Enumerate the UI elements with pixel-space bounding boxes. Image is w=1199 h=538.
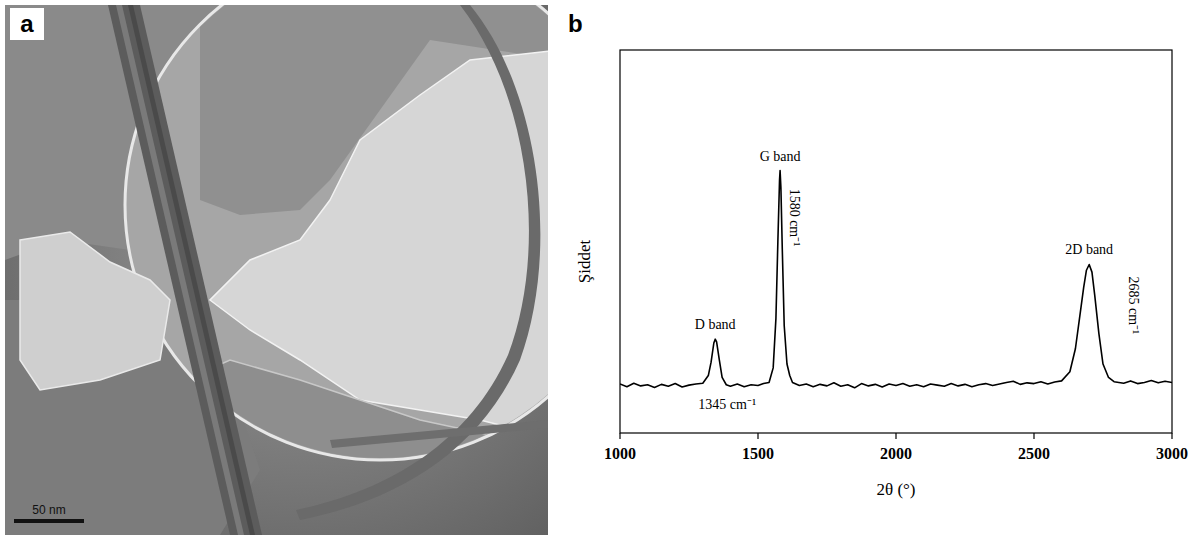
annotation: 2685 cm⁻¹ <box>1126 276 1141 334</box>
hole-content <box>140 5 548 535</box>
x-tick <box>757 433 758 439</box>
tube <box>108 5 262 535</box>
y-axis-title: Şiddet <box>575 240 594 284</box>
tube-stripe <box>116 5 244 535</box>
x-tick <box>895 433 896 439</box>
x-tick-label: 1500 <box>742 445 774 462</box>
x-tick-label: 1000 <box>604 445 636 462</box>
x-axis-title: 2θ (°) <box>876 480 915 499</box>
x-tick <box>1033 433 1034 439</box>
tube <box>330 420 548 448</box>
x-tick <box>1171 433 1172 439</box>
annotation: G band <box>760 149 801 164</box>
tube-stripe <box>128 5 255 535</box>
annotation: 2D band <box>1065 242 1113 257</box>
x-tick-label: 2500 <box>1018 445 1050 462</box>
spectrum-line <box>620 171 1172 388</box>
plot-data <box>620 171 1172 388</box>
x-tick-label: 3000 <box>1156 445 1188 462</box>
plot-frame <box>620 50 1172 433</box>
x-tick <box>619 433 620 439</box>
panel-a-image <box>5 5 548 535</box>
panel-letter-box <box>10 8 44 40</box>
x-tick-label: 2000 <box>880 445 912 462</box>
annotation: 1580 cm⁻¹ <box>787 189 802 247</box>
annotation: D band <box>695 317 736 332</box>
figure: a 50 nm b 1000 1500 2000 2500 3000 2θ (°) Şiddet D… <box>0 0 1199 538</box>
panel-letter: a <box>20 10 34 37</box>
panel-letter: b <box>568 10 583 37</box>
scale-bar <box>14 519 84 523</box>
scale-bar-label: 50 nm <box>32 503 65 517</box>
annotation: 1345 cm⁻¹ <box>698 397 756 412</box>
vacant-area <box>20 232 170 390</box>
